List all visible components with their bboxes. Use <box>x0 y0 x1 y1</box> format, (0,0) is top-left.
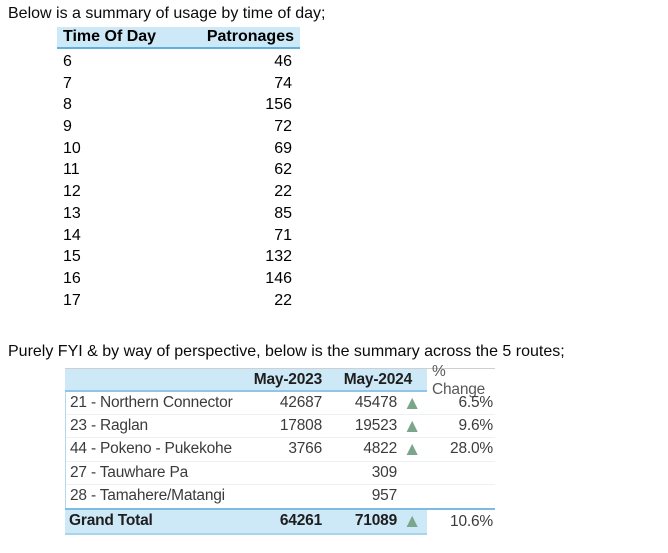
grand-total-pct-change: 10.6% <box>450 513 493 531</box>
routes-header-pct-change: % Change <box>432 362 486 398</box>
time-cell: 14 <box>63 226 81 244</box>
patronage-cell: 71 <box>274 226 292 244</box>
pct-change-cell: 6.5% <box>458 394 493 412</box>
routes-summary-table: May-2023 May-2024 % Change 21 - Northern… <box>65 363 495 535</box>
time-cell: 12 <box>63 183 81 201</box>
table-row: 11 62 <box>57 159 300 181</box>
routes-table-body: 21 - Northern Connector 42687 45478 ▲ 6.… <box>65 392 495 508</box>
grand-total-may-2023: 64261 <box>279 512 322 530</box>
route-name-cell: 44 - Pokeno - Pukekohe <box>70 440 232 458</box>
route-name-cell: 23 - Raglan <box>70 417 148 435</box>
time-cell: 17 <box>63 291 81 309</box>
patronage-cell: 85 <box>274 204 292 222</box>
patronage-cell: 62 <box>274 161 292 179</box>
table-row: 8 156 <box>57 94 300 116</box>
table-row: 16 146 <box>57 268 300 290</box>
table-row: 14 71 <box>57 225 300 247</box>
may-2024-cell: 4822 <box>363 440 397 458</box>
table-row: 12 22 <box>57 181 300 203</box>
time-cell: 6 <box>63 53 72 70</box>
pct-change-cell: 9.6% <box>458 417 493 435</box>
increase-arrow-icon: ▲ <box>402 439 422 461</box>
table-row: 6 46 <box>57 51 300 73</box>
table-row: 9 72 <box>57 116 300 138</box>
patronage-cell: 46 <box>274 53 292 70</box>
routes-table-header-row: May-2023 May-2024 % Change <box>65 363 495 398</box>
usage-table-body: 6 46 7 74 8 156 9 72 10 69 11 62 12 22 13 85 14 7… <box>57 49 300 311</box>
routes-header-blank <box>65 369 240 392</box>
may-2023-cell: 17808 <box>279 417 322 435</box>
may-2024-cell: 309 <box>371 463 397 481</box>
time-cell: 16 <box>63 269 81 287</box>
patronage-cell: 156 <box>265 96 292 114</box>
route-name-cell: 21 - Northern Connector <box>70 394 233 412</box>
table-row: 28 - Tamahere/Matangi 957 <box>66 485 495 508</box>
grand-total-row: Grand Total 64261 71089 ▲ 10.6% <box>65 507 495 535</box>
time-cell: 10 <box>63 139 81 157</box>
table-row: 13 85 <box>57 203 300 225</box>
pct-change-cell: 28.0% <box>450 440 493 458</box>
usage-by-time-table: Time Of Day Patronages 6 46 7 74 8 156 9 72 … <box>57 27 300 311</box>
table-row: 21 - Northern Connector 42687 45478 ▲ 6.… <box>66 392 495 416</box>
table-row: 17 22 <box>57 290 300 312</box>
routes-header-may-2024: May-2024 <box>322 369 427 392</box>
may-2023-cell: 42687 <box>279 394 322 412</box>
routes-header-may-2023: May-2023 <box>240 369 322 392</box>
patronage-cell: 146 <box>265 269 292 287</box>
table-row: 7 74 <box>57 73 300 95</box>
may-2024-cell: 957 <box>371 487 397 505</box>
time-cell: 8 <box>63 96 72 114</box>
route-name-cell: 28 - Tamahere/Matangi <box>70 487 225 505</box>
may-2024-cell: 45478 <box>354 394 397 412</box>
patronage-cell: 72 <box>274 118 292 136</box>
table-row: 27 - Tauwhare Pa 309 <box>66 462 495 485</box>
patronage-cell: 74 <box>274 74 292 92</box>
may-2023-cell: 3766 <box>288 440 322 458</box>
patronage-cell: 22 <box>274 291 292 309</box>
grand-total-label: Grand Total <box>69 512 153 530</box>
usage-header-time-of-day: Time Of Day <box>63 28 157 45</box>
time-cell: 15 <box>63 248 81 266</box>
table-row: 23 - Raglan 17808 19523 ▲ 9.6% <box>66 415 495 439</box>
increase-arrow-icon <box>397 495 427 497</box>
patronage-cell: 132 <box>265 248 292 266</box>
time-cell: 13 <box>63 204 81 222</box>
table-row: 15 132 <box>57 246 300 268</box>
increase-arrow-icon: ▲ <box>402 393 422 415</box>
increase-arrow-icon <box>397 472 427 474</box>
patronage-cell: 22 <box>274 183 292 201</box>
increase-arrow-icon: ▲ <box>402 511 422 533</box>
route-name-cell: 27 - Tauwhare Pa <box>70 463 189 481</box>
increase-arrow-icon: ▲ <box>402 416 422 438</box>
table-row: 10 69 <box>57 138 300 160</box>
time-cell: 7 <box>63 74 72 92</box>
may-2024-cell: 19523 <box>354 417 397 435</box>
intro-text-usage: Below is a summary of usage by time of d… <box>8 5 326 22</box>
usage-table-header-row: Time Of Day Patronages <box>57 27 300 49</box>
grand-total-may-2024: 71089 <box>354 512 397 530</box>
time-cell: 9 <box>63 118 72 136</box>
patronage-cell: 69 <box>274 139 292 157</box>
table-row: 44 - Pokeno - Pukekohe 3766 4822 ▲ 28.0% <box>66 438 495 462</box>
usage-header-patronages: Patronages <box>206 28 294 45</box>
time-cell: 11 <box>63 161 80 179</box>
intro-text-routes: Purely FYI & by way of perspective, belo… <box>8 343 565 360</box>
